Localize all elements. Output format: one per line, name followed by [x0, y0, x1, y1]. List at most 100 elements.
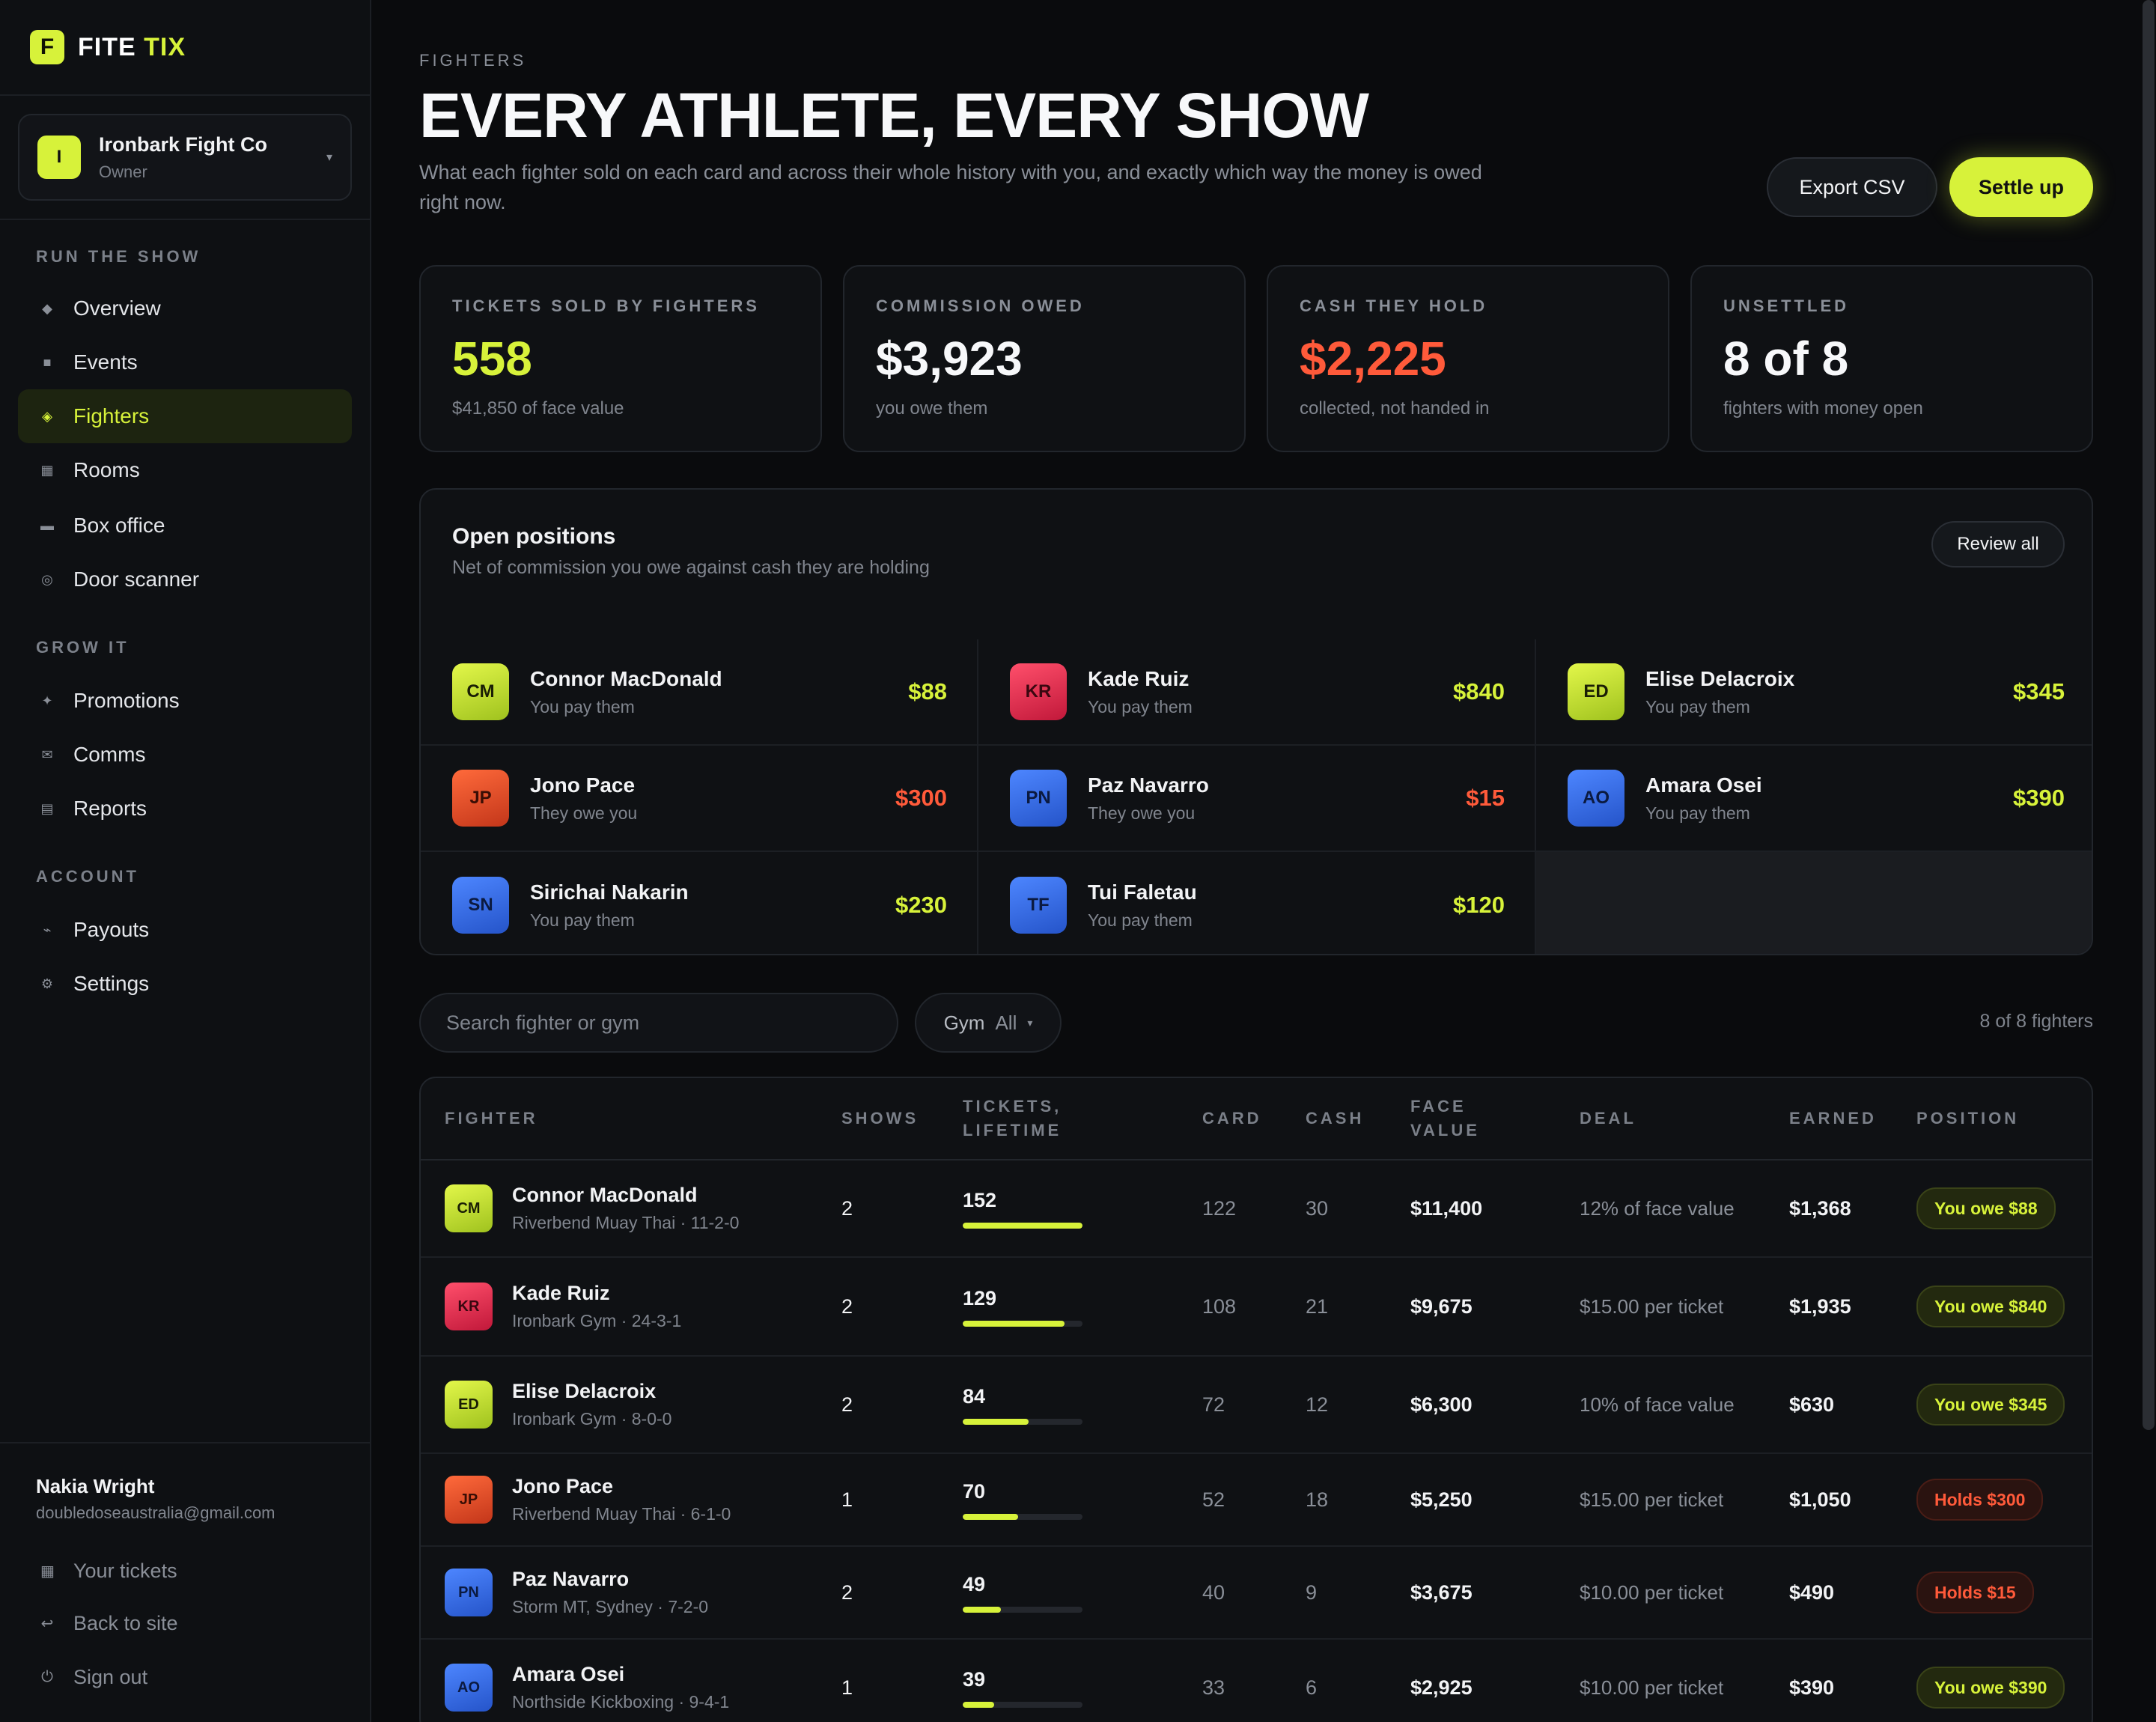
position-badge[interactable]: Holds $15	[1916, 1572, 2034, 1613]
position-card[interactable]: SN Sirichai Nakarin You pay them $230	[421, 852, 978, 954]
fighter-meta: Ironbark Gym · 8-0-0	[512, 1409, 672, 1429]
column-header-card[interactable]: CARD	[1202, 1109, 1262, 1128]
fighter-name[interactable]: Jono Pace	[512, 1475, 614, 1497]
position-card[interactable]: CM Connor MacDonald You pay them $88	[421, 639, 978, 746]
fighter-name[interactable]: Amara Osei	[512, 1663, 625, 1685]
position-card[interactable]: ED Elise Delacroix You pay them $345	[1536, 639, 2092, 746]
stat-value: 8 of 8	[1723, 332, 1849, 386]
nav-item-comms[interactable]: ✉ Comms	[41, 743, 146, 766]
position-note: They owe you	[530, 803, 638, 823]
org-switcher[interactable]: I Ironbark Fight Co Owner ▾	[18, 114, 352, 201]
brand-mark-icon: F	[30, 30, 64, 64]
fighter-meta: Storm MT, Sydney · 7-2-0	[512, 1597, 709, 1616]
deal-cell: 12% of face value	[1580, 1160, 1767, 1256]
fighter-name[interactable]: Elise Delacroix	[512, 1380, 657, 1402]
position-card[interactable]: AO Amara Osei You pay them $390	[1536, 746, 2092, 852]
sign-out-link[interactable]: ⏻ Sign out	[41, 1665, 148, 1688]
page-scrollbar[interactable]	[2143, 0, 2155, 1430]
nav-item-overview[interactable]: ◆ Overview	[18, 282, 352, 335]
review-all-button[interactable]: Review all	[1931, 521, 2065, 568]
nav-item-events[interactable]: ■ Events	[18, 335, 352, 389]
cash-cell: 18	[1306, 1488, 1329, 1511]
fighter-meta: Riverbend Muay Thai · 11-2-0	[512, 1213, 740, 1232]
export-csv-button[interactable]: Export CSV	[1767, 157, 1937, 217]
earned-cell: $1,368	[1789, 1196, 1851, 1220]
position-cell: Holds $300	[1916, 1454, 2074, 1545]
nav-item-box-office[interactable]: ▬ Box office	[40, 514, 165, 537]
panel-title: Open positions	[452, 524, 616, 549]
column-header-deal[interactable]: DEAL	[1580, 1109, 1636, 1128]
position-card[interactable]: JP Jono Pace They owe you $300	[421, 746, 978, 852]
tickets-value: 39	[963, 1667, 986, 1691]
position-badge[interactable]: You owe $840	[1916, 1286, 2065, 1327]
nav-item-rooms[interactable]: ▦ Rooms	[40, 458, 140, 481]
fighter-name[interactable]: Paz Navarro	[512, 1568, 630, 1590]
back-to-site-link[interactable]: ↩ Back to site	[40, 1611, 178, 1634]
fighter-cell: PN Paz Navarro Storm MT, Sydney · 7-2-0	[445, 1547, 834, 1638]
brand-logo[interactable]: F FITE TIX	[30, 30, 186, 64]
gym-filter-label: Gym	[943, 1011, 985, 1034]
tickets-progress-fill	[963, 1701, 994, 1708]
table-row[interactable]: AO Amara Osei Northside Kickboxing · 9-4-1…	[421, 1640, 2092, 1722]
position-cell: You owe $88	[1916, 1160, 2074, 1256]
column-header-fighter[interactable]: FIGHTER	[445, 1109, 538, 1128]
position-card[interactable]: TF Tui Faletau You pay them $120	[978, 852, 1536, 954]
position-badge[interactable]: You owe $390	[1916, 1667, 2065, 1709]
avatar: PN	[1010, 770, 1067, 827]
table-row[interactable]: PN Paz Navarro Storm MT, Sydney · 7-2-0 2 49…	[421, 1547, 2092, 1640]
shows-cell: 2	[841, 1294, 853, 1318]
position-amount: $230	[895, 892, 947, 918]
fighter-count: 8 of 8 fighters	[1979, 1011, 2093, 1032]
position-badge[interactable]: You owe $88	[1916, 1187, 2056, 1229]
gym-filter-value: All	[995, 1011, 1017, 1034]
avatar: CM	[452, 663, 509, 720]
stat-cash-held: CASH THEY HOLD $2,225 collected, not han…	[1267, 265, 1669, 452]
nav-item-promotions[interactable]: ✦ Promotions	[41, 689, 180, 712]
avatar: KR	[445, 1283, 493, 1330]
deal-text: 12% of face value	[1580, 1197, 1735, 1220]
gear-icon: ⚙	[40, 976, 54, 991]
stat-value: 558	[452, 332, 532, 386]
tickets-progress-fill	[963, 1222, 1082, 1229]
column-header-position[interactable]: POSITION	[1916, 1109, 2020, 1128]
divider	[0, 1442, 371, 1443]
position-card[interactable]: KR Kade Ruiz You pay them $840	[978, 639, 1536, 746]
column-header-face-value[interactable]: FACE VALUE	[1410, 1097, 1480, 1140]
chevron-down-icon: ▾	[1027, 1016, 1033, 1029]
cash-cell: 9	[1306, 1580, 1318, 1604]
divider	[0, 219, 371, 220]
position-card[interactable]: PN Paz Navarro They owe you $15	[978, 746, 1536, 852]
nav-item-payouts[interactable]: ⌁ Payouts	[18, 903, 352, 957]
column-header-shows[interactable]: SHOWS	[841, 1109, 919, 1128]
card-cell: 108	[1202, 1294, 1237, 1318]
mail-icon: ✉	[41, 746, 53, 762]
your-tickets-link[interactable]: ▦ Your tickets	[40, 1559, 177, 1582]
position-badge[interactable]: Holds $300	[1916, 1479, 2044, 1521]
gym-filter-dropdown[interactable]: Gym All ▾	[915, 993, 1062, 1053]
stat-value: $2,225	[1300, 332, 1446, 386]
fighter-name[interactable]: Connor MacDonald	[512, 1184, 698, 1206]
table-row[interactable]: KR Kade Ruiz Ironbark Gym · 24-3-1 2 129 108 2…	[421, 1258, 2092, 1357]
column-header-cash[interactable]: CASH	[1306, 1109, 1365, 1128]
position-badge[interactable]: You owe $345	[1916, 1384, 2065, 1426]
nav-section-account: ACCOUNT	[36, 867, 139, 886]
card-cell: 52	[1202, 1488, 1225, 1511]
column-header-earned[interactable]: EARNED	[1789, 1109, 1877, 1128]
tickets-cell: 39	[963, 1640, 1082, 1722]
stat-unsettled: UNSETTLED 8 of 8 fighters with money ope…	[1690, 265, 2093, 452]
column-header-tickets[interactable]: TICKETS, LIFETIME	[963, 1097, 1062, 1140]
avatar: CM	[445, 1184, 493, 1232]
table-row[interactable]: CM Connor MacDonald Riverbend Muay Thai · …	[421, 1160, 2092, 1258]
page-eyebrow: FIGHTERS	[419, 51, 527, 70]
tickets-cell: 129	[963, 1258, 1082, 1355]
table-row[interactable]: ED Elise Delacroix Ironbark Gym · 8-0-0 2 84…	[421, 1357, 2092, 1454]
settle-up-button[interactable]: Settle up	[1949, 157, 2093, 217]
fighter-name[interactable]: Kade Ruiz	[512, 1282, 610, 1304]
nav-item-settings[interactable]: ⚙ Settings	[40, 972, 150, 995]
nav-item-fighters[interactable]: ◈ Fighters	[18, 389, 352, 443]
search-input[interactable]	[419, 993, 898, 1053]
table-row[interactable]: JP Jono Pace Riverbend Muay Thai · 6-1-0 1 7…	[421, 1454, 2092, 1547]
nav-item-reports[interactable]: ▤ Reports	[40, 797, 147, 820]
nav-item-door-scanner[interactable]: ◎ Door scanner	[41, 568, 200, 591]
earned-cell: $630	[1789, 1393, 1835, 1416]
